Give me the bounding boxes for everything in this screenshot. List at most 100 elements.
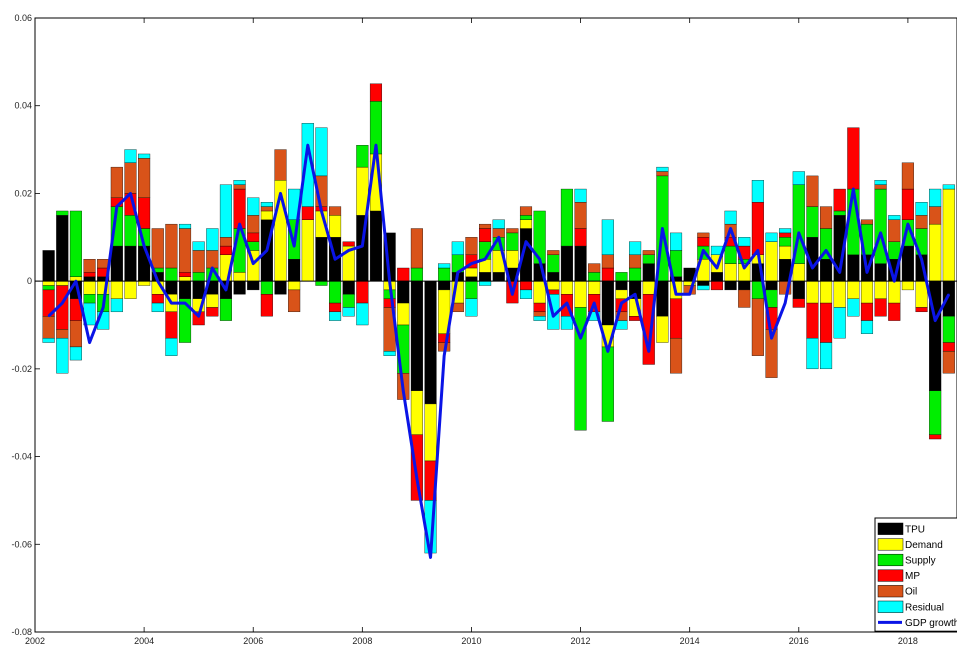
bar-mp-64 [915,307,928,313]
bar-demand-1 [56,280,69,286]
gdp-growth-point-52 [757,249,759,252]
bar-mp-10 [178,272,192,277]
bar-demand-42 [615,289,628,299]
bar-residual-38 [560,316,573,330]
gdp-growth-point-62 [893,280,896,282]
bar-residual-7 [138,153,151,159]
bar-mp-14 [233,188,246,229]
bar-demand-63 [901,280,914,291]
bar-residual-58 [833,307,846,339]
bar-demand-7 [138,280,151,286]
bar-residual-1 [56,337,69,374]
bar-residual-21 [329,311,342,321]
bar-residual-51 [738,237,751,247]
bar-supply-13 [219,298,232,321]
legend-swatch-oil [877,585,904,598]
bar-demand-26 [397,302,410,326]
bar-supply-21 [329,280,342,304]
gdp-growth-point-13 [225,289,227,291]
bar-supply-10 [178,298,192,343]
bar-demand-60 [860,280,874,304]
gdp-growth-point-63 [907,223,909,225]
bar-oil-44 [642,250,655,256]
bar-oil-56 [806,175,819,207]
gdp-growth-point-57 [825,249,827,252]
bar-supply-39 [574,307,587,431]
bar-residual-50 [724,210,737,225]
gdp-growth-point-19 [306,144,309,146]
bar-tpu-1 [56,215,69,282]
bar-oil-39 [574,202,587,229]
gdp-growth-point-7 [143,245,145,247]
gdp-growth-point-44 [647,350,650,353]
x-tick-label-8: 2018 [898,636,918,646]
bar-supply-56 [806,206,819,238]
bar-oil-66 [942,351,955,374]
gdp-growth-point-14 [238,223,241,225]
gdp-growth-point-38 [566,302,568,304]
bar-oil-3 [83,259,96,273]
bar-demand-39 [574,280,587,308]
bar-oil-60 [860,219,874,225]
bar-tpu-63 [901,245,914,282]
bar-oil-37 [547,250,560,256]
y-tick-label-0: -0.08 [11,627,32,637]
gdp-growth-point-5 [116,205,118,208]
bar-oil-7 [138,158,151,198]
gdp-growth-point-66 [948,293,950,296]
bar-tpu-15 [247,280,260,291]
x-tick-label-5: 2012 [571,636,591,646]
bar-demand-14 [233,272,246,282]
gdp-growth-point-43 [634,293,636,296]
bar-tpu-37 [547,272,560,282]
gdp-growth-point-20 [320,210,323,212]
bar-tpu-11 [192,280,205,299]
bar-demand-38 [560,280,573,295]
bar-supply-58 [833,210,846,216]
bar-residual-52 [751,180,764,203]
bar-mp-63 [901,188,914,220]
bar-supply-29 [438,267,451,282]
bar-demand-12 [206,294,219,308]
gdp-growth-point-23 [361,245,364,247]
bar-supply-43 [629,267,642,282]
bar-demand-56 [806,280,819,304]
x-tick-label-0: 2002 [25,636,45,646]
bar-demand-45 [656,316,669,343]
gdp-growth-point-45 [661,227,664,230]
bar-residual-6 [124,149,137,163]
bar-supply-20 [315,280,328,286]
legend-label-tpu: TPU [905,524,925,535]
bar-demand-27 [410,390,423,435]
gdp-growth-point-53 [770,337,773,339]
bar-tpu-57 [820,259,833,282]
bar-demand-28 [424,403,437,462]
gdp-growth-point-32 [484,258,486,261]
gdp-growth-point-6 [129,192,132,195]
bar-mp-26 [397,267,410,282]
bar-mp-22 [342,241,355,247]
bar-tpu-48 [697,280,710,286]
bar-supply-27 [410,267,423,282]
gdp-growth-point-28 [429,556,432,559]
bar-mp-41 [601,267,614,282]
bar-supply-34 [506,232,519,251]
bar-mp-27 [410,434,423,501]
gdp-growth-point-54 [784,302,786,304]
bar-residual-65 [929,188,942,207]
bar-oil-17 [274,149,287,181]
gdp-growth-point-21 [334,258,336,261]
bar-demand-64 [915,280,928,308]
gdp-growth-point-37 [552,315,555,318]
gdp-growth-layer [47,143,951,559]
bar-residual-57 [820,342,833,370]
bar-demand-50 [724,263,737,282]
bar-residual-32 [479,280,492,286]
bar-demand-65 [929,223,942,282]
bar-demand-58 [833,280,846,308]
bar-residual-61 [874,180,887,185]
legend-swatch-supply [877,553,904,567]
bar-supply-62 [888,241,901,260]
bar-mp-36 [533,302,546,313]
gdp-growth-point-58 [838,271,841,274]
